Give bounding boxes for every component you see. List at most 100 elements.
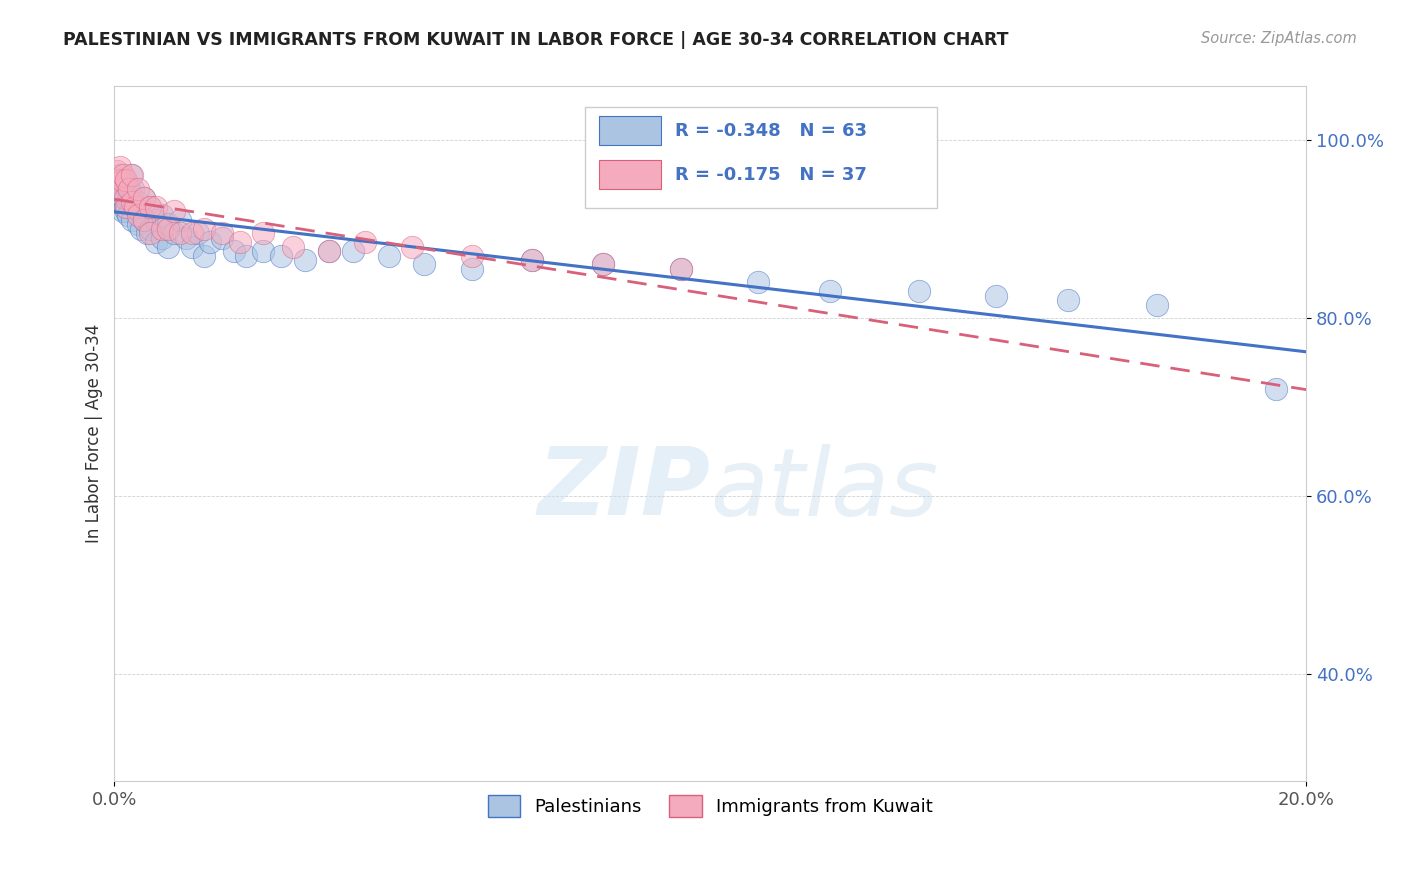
- Point: [110, 182, 132, 196]
- Point: [174, 231, 197, 245]
- FancyBboxPatch shape: [599, 160, 661, 189]
- Point: [139, 227, 162, 241]
- Point: [112, 186, 135, 201]
- Point: [118, 182, 141, 196]
- Point: [128, 204, 150, 219]
- Point: [318, 244, 340, 259]
- Point: [124, 200, 146, 214]
- Legend: Palestinians, Immigrants from Kuwait: Palestinians, Immigrants from Kuwait: [481, 788, 941, 824]
- Point: [105, 164, 128, 178]
- Text: PALESTINIAN VS IMMIGRANTS FROM KUWAIT IN LABOR FORCE | AGE 30-34 CORRELATION CHA: PALESTINIAN VS IMMIGRANTS FROM KUWAIT IN…: [63, 31, 1008, 49]
- Point: [193, 222, 215, 236]
- Point: [1265, 382, 1288, 396]
- Text: ZIP: ZIP: [537, 443, 710, 535]
- Point: [222, 244, 245, 259]
- Point: [127, 182, 149, 196]
- Point: [461, 261, 484, 276]
- Point: [122, 182, 145, 196]
- Point: [114, 191, 136, 205]
- Point: [108, 182, 131, 196]
- Point: [118, 186, 141, 201]
- Text: R = -0.348   N = 63: R = -0.348 N = 63: [675, 122, 866, 140]
- Point: [413, 257, 436, 271]
- Point: [127, 195, 149, 210]
- Point: [270, 249, 292, 263]
- Point: [592, 257, 614, 271]
- Point: [115, 200, 138, 214]
- Point: [747, 275, 769, 289]
- Point: [134, 213, 156, 227]
- Point: [134, 191, 156, 205]
- Point: [134, 213, 156, 227]
- Point: [110, 191, 132, 205]
- Point: [401, 240, 423, 254]
- Point: [112, 169, 135, 183]
- Point: [145, 200, 167, 214]
- Point: [520, 253, 543, 268]
- Text: atlas: atlas: [710, 443, 939, 534]
- Point: [669, 261, 692, 276]
- Point: [342, 244, 364, 259]
- Point: [114, 200, 136, 214]
- Point: [283, 240, 305, 254]
- Point: [124, 200, 146, 214]
- Point: [908, 284, 931, 298]
- Point: [110, 169, 132, 183]
- Point: [252, 227, 274, 241]
- FancyBboxPatch shape: [585, 107, 936, 208]
- Point: [252, 244, 274, 259]
- Point: [461, 249, 484, 263]
- Point: [115, 173, 138, 187]
- Point: [121, 213, 143, 227]
- Point: [198, 235, 221, 250]
- Point: [1057, 293, 1080, 307]
- Point: [110, 173, 132, 187]
- Point: [115, 204, 138, 219]
- Point: [157, 240, 180, 254]
- Point: [150, 209, 173, 223]
- FancyBboxPatch shape: [599, 116, 661, 145]
- Point: [157, 222, 180, 236]
- Point: [294, 253, 316, 268]
- Point: [187, 227, 209, 241]
- Point: [121, 195, 143, 210]
- Point: [150, 231, 173, 245]
- Point: [169, 227, 191, 241]
- Point: [318, 244, 340, 259]
- Point: [127, 209, 149, 223]
- Point: [117, 191, 139, 205]
- Point: [107, 173, 129, 187]
- Point: [114, 173, 136, 187]
- Point: [669, 261, 692, 276]
- Point: [110, 178, 132, 192]
- Point: [211, 227, 233, 241]
- Point: [353, 235, 375, 250]
- Y-axis label: In Labor Force | Age 30-34: In Labor Force | Age 30-34: [86, 324, 103, 543]
- Text: R = -0.175   N = 37: R = -0.175 N = 37: [675, 166, 866, 184]
- Point: [180, 240, 202, 254]
- Point: [818, 284, 841, 298]
- Point: [520, 253, 543, 268]
- Point: [115, 178, 138, 192]
- Point: [134, 191, 156, 205]
- Point: [145, 213, 167, 227]
- Point: [105, 173, 128, 187]
- Point: [145, 235, 167, 250]
- Point: [169, 213, 191, 227]
- Point: [127, 218, 149, 232]
- Point: [986, 288, 1008, 302]
- Point: [110, 160, 132, 174]
- Point: [592, 257, 614, 271]
- Point: [117, 209, 139, 223]
- Point: [163, 204, 186, 219]
- Point: [193, 249, 215, 263]
- Point: [129, 222, 152, 236]
- Point: [150, 222, 173, 236]
- Point: [180, 227, 202, 241]
- Point: [139, 200, 162, 214]
- Point: [139, 200, 162, 214]
- Point: [228, 235, 250, 250]
- Point: [121, 169, 143, 183]
- Point: [211, 231, 233, 245]
- Point: [377, 249, 399, 263]
